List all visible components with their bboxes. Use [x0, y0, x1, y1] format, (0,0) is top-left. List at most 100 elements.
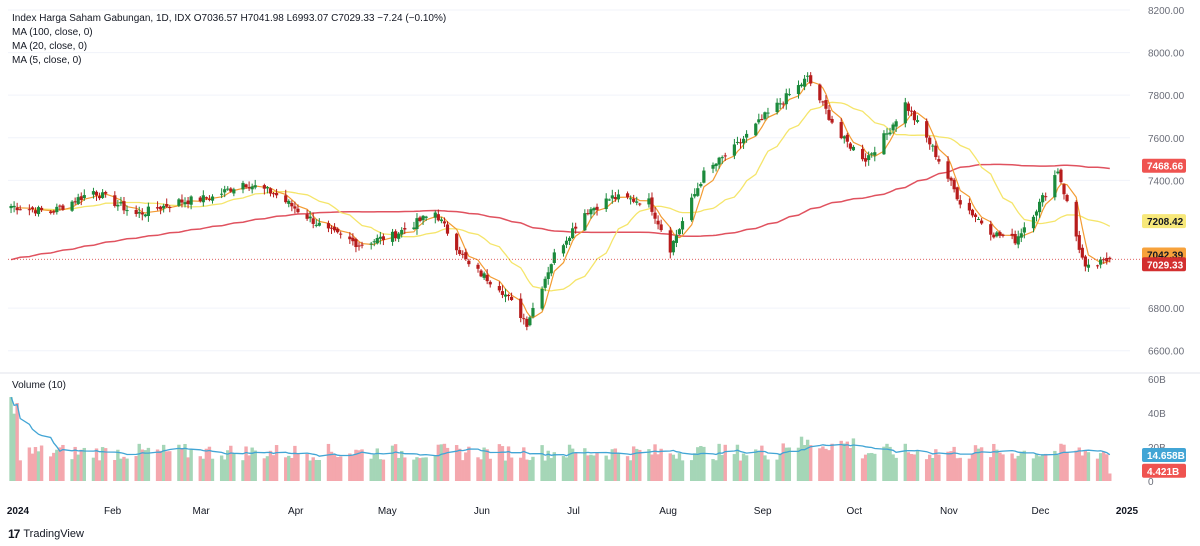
- candle-body: [1013, 233, 1017, 244]
- candle-body: [412, 227, 416, 230]
- volume-bar: [1037, 456, 1042, 481]
- candle-body: [757, 119, 761, 123]
- volume-bar: [845, 441, 850, 481]
- volume-bar: [848, 447, 853, 481]
- candle-body: [656, 220, 660, 225]
- candle-body: [70, 201, 74, 211]
- volume-bar: [717, 443, 721, 481]
- volume-bar: [732, 454, 737, 481]
- volume-bar: [467, 446, 471, 481]
- candle-body: [162, 205, 166, 209]
- volume-bar: [9, 397, 13, 481]
- volume-bar: [882, 446, 886, 481]
- volume-bar: [262, 458, 267, 481]
- volume-bar: [567, 444, 572, 481]
- volume-bar: [631, 446, 636, 481]
- volume-bar: [332, 454, 337, 481]
- ma5-legend: MA (5, close, 0): [12, 55, 82, 66]
- volume-bar: [906, 452, 911, 481]
- volume-bar: [702, 446, 706, 481]
- volume-bar: [924, 459, 929, 481]
- candle-body: [287, 200, 291, 204]
- candle-body: [122, 201, 126, 211]
- volume-bar: [165, 451, 169, 481]
- volume-bar: [671, 454, 676, 481]
- volume-bar: [271, 455, 276, 481]
- candle-body: [586, 213, 590, 215]
- volume-bar: [1105, 454, 1109, 481]
- candle-body: [882, 133, 886, 155]
- candlesticks: [8, 72, 1140, 331]
- candle-body: [894, 121, 898, 127]
- volume-bar: [839, 440, 843, 481]
- volume-bar: [741, 453, 746, 481]
- volume-bar: [592, 455, 596, 481]
- candle-body: [567, 237, 572, 241]
- x-tick-label: 2025: [1116, 506, 1139, 517]
- grid: [0, 9, 1200, 374]
- candle-body: [305, 214, 309, 219]
- candle-body: [992, 234, 996, 238]
- candle-body: [842, 136, 846, 139]
- candle-body: [15, 207, 19, 211]
- candle-body: [647, 198, 651, 205]
- volume-bar: [1062, 444, 1066, 481]
- candle-body: [403, 228, 407, 230]
- candle-body: [677, 229, 682, 235]
- candle-body: [1044, 196, 1048, 198]
- volume-bar: [329, 451, 334, 481]
- tradingview-brand[interactable]: 17 TradingView: [8, 527, 84, 541]
- candle-body: [467, 260, 471, 265]
- candle-body: [36, 207, 41, 215]
- brand-name: TradingView: [23, 528, 84, 540]
- candle-body: [653, 212, 657, 219]
- volume-bar: [314, 459, 318, 481]
- candle-body: [1016, 236, 1020, 245]
- candle-body: [390, 231, 395, 242]
- volume-bar: [931, 457, 935, 481]
- candle-body: [244, 184, 248, 188]
- price-tick-label: 7600.00: [1148, 134, 1185, 145]
- volume-bar: [61, 444, 65, 481]
- volume-bar: [207, 446, 212, 481]
- price-tick-label: 8200.00: [1148, 6, 1185, 17]
- volume-bar: [552, 452, 557, 481]
- volume-bar: [1056, 454, 1060, 481]
- candle-body: [1086, 264, 1091, 268]
- candle-body: [522, 318, 526, 320]
- volume-bar: [989, 457, 993, 481]
- volume-bar: [934, 449, 938, 481]
- candle-body: [867, 155, 871, 161]
- volume-bar: [638, 449, 642, 481]
- volume-bar: [928, 454, 932, 481]
- candle-body: [186, 200, 190, 205]
- volume-bar: [479, 459, 483, 481]
- candle-body: [189, 196, 193, 205]
- candle-body: [82, 195, 86, 199]
- candle-body: [375, 238, 379, 244]
- price-label-tag: [1142, 158, 1186, 173]
- candle-body: [540, 288, 544, 309]
- volume-bar: [284, 457, 288, 481]
- candle-body: [973, 214, 978, 218]
- volume-bar: [168, 451, 172, 481]
- candle-body: [119, 202, 123, 204]
- volume-bar: [1086, 452, 1091, 481]
- candle-body: [247, 187, 251, 189]
- volume-bar: [531, 456, 535, 481]
- candle-body: [226, 188, 230, 190]
- volume-bar: [1095, 458, 1100, 481]
- volume-bar: [760, 445, 764, 481]
- volume-bar: [754, 449, 758, 481]
- candle-body: [262, 185, 266, 189]
- candle-body: [274, 192, 279, 196]
- candle-body: [351, 237, 355, 242]
- candle-body: [625, 193, 630, 198]
- candle-body: [339, 233, 343, 235]
- volume-bar: [1108, 473, 1112, 481]
- volume-bar: [1034, 454, 1039, 481]
- candle-body: [952, 179, 956, 190]
- candle-body: [394, 231, 398, 239]
